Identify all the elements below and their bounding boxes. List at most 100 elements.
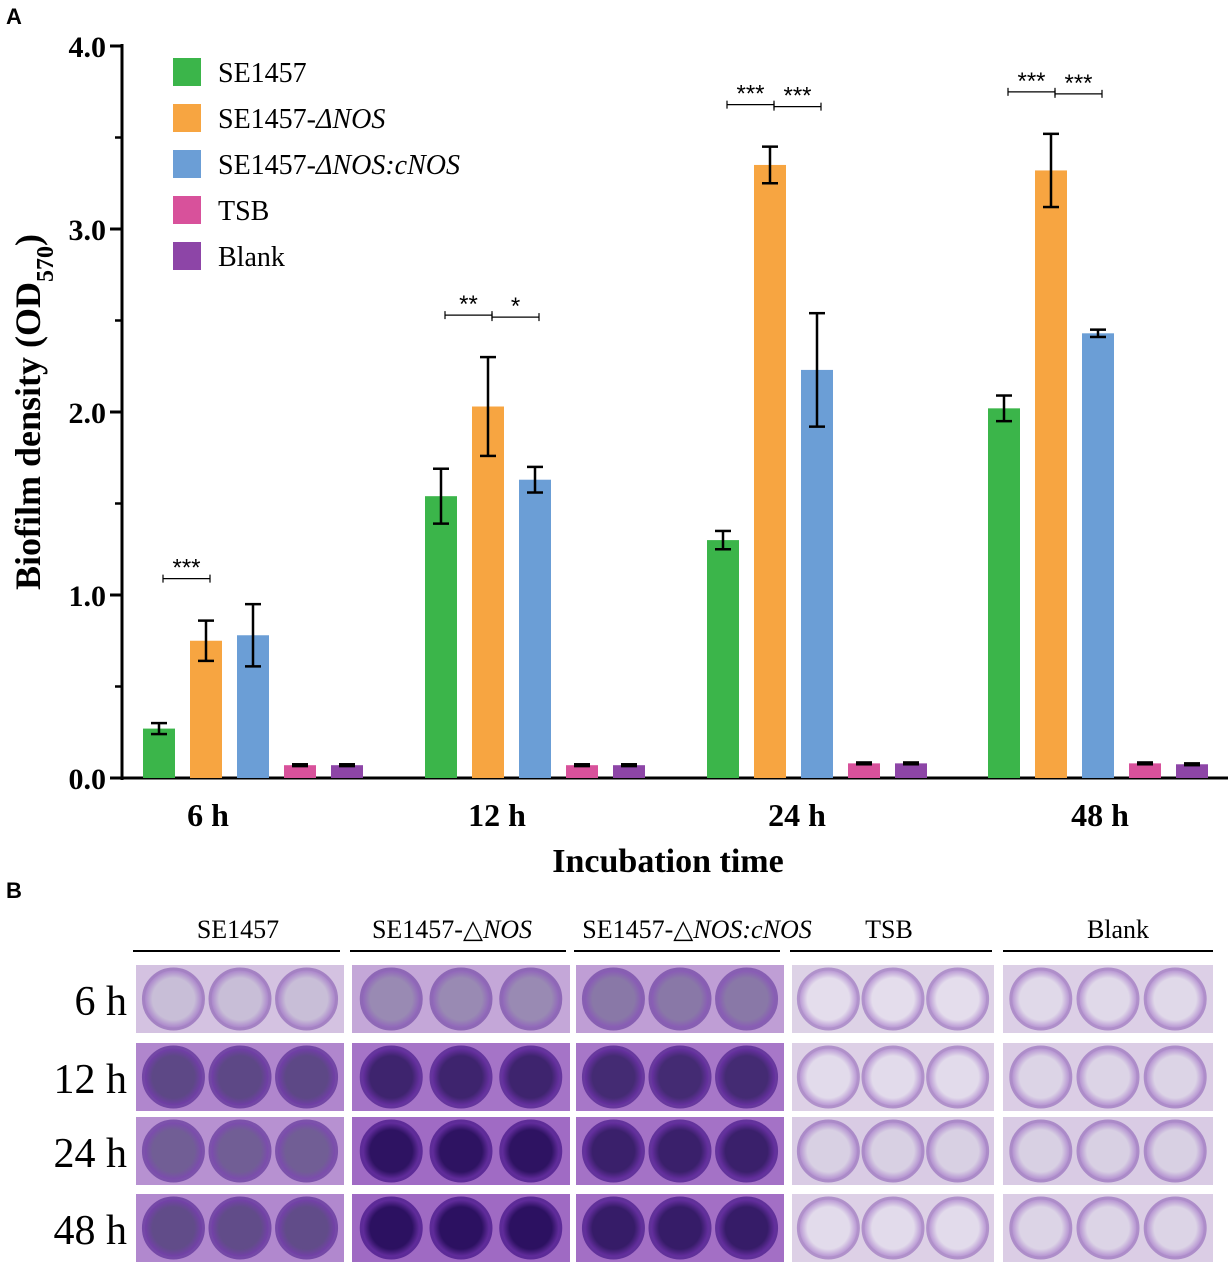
legend-label-plain: SE1457: [218, 58, 307, 89]
plate-well: [359, 967, 423, 1031]
plate-well: [141, 1119, 205, 1183]
plate-well: [648, 1045, 712, 1109]
plate-well: [359, 1196, 423, 1260]
sig-label: ***: [1064, 70, 1092, 97]
x-tick-label: 24 h: [768, 797, 826, 833]
x-tick-label: 48 h: [1071, 797, 1129, 833]
x-tick-label: 12 h: [468, 797, 526, 833]
plate-well: [715, 967, 779, 1031]
y-tick-label: 2.0: [69, 397, 107, 430]
plate-well: [208, 1196, 272, 1260]
plate-well: [926, 1045, 990, 1109]
plate-well: [926, 1119, 990, 1183]
plate-well: [1143, 1196, 1207, 1260]
bar-blank-24h: [895, 763, 927, 778]
plate-column-label-plain: TSB: [865, 915, 913, 944]
legend-label-italic: ΔNOS: [315, 104, 385, 135]
plate-well: [1009, 1119, 1073, 1183]
plate-well: [275, 1196, 339, 1260]
bar-se1457-6h: [143, 728, 175, 778]
bar-blank-12h: [613, 765, 645, 778]
plate-well: [208, 1045, 272, 1109]
bar-se1457--12h: [472, 406, 504, 778]
bar-chart: 0.01.02.03.04.0 ***** **** ****** *** SE145…: [8, 31, 1228, 880]
plate-column-label: TSB: [865, 915, 913, 944]
plate-well: [275, 967, 339, 1031]
sig-label: ***: [783, 83, 811, 110]
plate-column-label-plain: Blank: [1087, 915, 1149, 944]
plate-column-label: Blank: [1087, 915, 1149, 944]
plate-well: [715, 1196, 779, 1260]
bar-se1457--48h: [1082, 333, 1114, 778]
sig-label: **: [459, 291, 478, 318]
plate-well: [1143, 1119, 1207, 1183]
bars: [143, 164, 1208, 778]
significance-marks: ***** **** ****** ***: [162, 68, 1103, 583]
plate-row-label: 48 h: [54, 1208, 128, 1254]
legend-label: SE1457-ΔNOS:cNOS: [218, 150, 460, 181]
plate-well: [499, 967, 563, 1031]
plate-well: [861, 1196, 925, 1260]
plate-well: [275, 1119, 339, 1183]
y-axis-label: Biofilm density (OD570): [8, 234, 59, 590]
sig-label: ***: [172, 555, 200, 582]
y-tick-label: 0.0: [69, 763, 107, 796]
plate-well: [499, 1196, 563, 1260]
plate-well: [648, 1119, 712, 1183]
plate-well: [1009, 1045, 1073, 1109]
legend-label-italic: ΔNOS:cNOS: [315, 150, 460, 181]
bar-se1457-48h: [988, 408, 1020, 778]
bar-tsb-48h: [1129, 763, 1161, 778]
plate-column-label-plain: SE1457-△: [582, 915, 693, 944]
plate-well: [141, 967, 205, 1031]
plate-well: [1076, 1045, 1140, 1109]
bar-se1457--48h: [1035, 170, 1067, 778]
bar-tsb-12h: [566, 765, 598, 778]
plate-well: [141, 1196, 205, 1260]
plate-well: [141, 1045, 205, 1109]
plate-well: [1076, 1196, 1140, 1260]
plate-row-label: 12 h: [54, 1057, 128, 1103]
plate-column-label: SE1457-△NOS:cNOS: [582, 915, 811, 944]
bar-se1457--24h: [754, 164, 786, 778]
sig-label: *: [511, 293, 520, 320]
legend-label: SE1457-ΔNOS: [218, 104, 385, 135]
plate-column-label: SE1457-△NOS: [372, 915, 532, 944]
sig-label: ***: [736, 81, 764, 108]
bar-se1457--6h: [190, 640, 222, 778]
legend: SE1457SE1457-ΔNOSSE1457-ΔNOS:cNOSTSBBlan…: [173, 58, 460, 273]
panel-label-a: A: [6, 4, 22, 29]
plate-well: [648, 1196, 712, 1260]
plate-well: [429, 967, 493, 1031]
bar-se1457--12h: [519, 479, 551, 778]
plate-well: [1009, 967, 1073, 1031]
plate-well: [581, 1045, 645, 1109]
legend-label-plain: SE1457-: [218, 104, 316, 135]
y-tick-label: 4.0: [69, 31, 107, 64]
plate-column-label-italic: NOS:cNOS: [692, 915, 811, 944]
plate-well: [715, 1045, 779, 1109]
plate-well: [861, 1045, 925, 1109]
plate-well: [1143, 967, 1207, 1031]
plate-well: [581, 1196, 645, 1260]
plate-column-label-plain: SE1457-△: [372, 915, 483, 944]
legend-swatch: [173, 196, 201, 224]
plate-well: [499, 1045, 563, 1109]
plate-well: [429, 1045, 493, 1109]
bar-tsb-24h: [848, 763, 880, 778]
plate-well: [359, 1045, 423, 1109]
plate-well: [926, 1196, 990, 1260]
plate-well: [926, 967, 990, 1031]
plate-well: [796, 1119, 860, 1183]
plate-photo-panel: SE1457 SE1457-△NOS SE1457-△NOS:cNOS TSB Blan…: [54, 915, 1213, 1262]
plate-column-label-plain: SE1457: [197, 915, 279, 944]
panel-label-b: B: [6, 878, 22, 903]
plate-well: [1009, 1196, 1073, 1260]
bar-se1457-12h: [425, 496, 457, 778]
x-tick-labels: 6 h 12 h 24 h 48 h: [187, 797, 1129, 833]
plate-row-label: 6 h: [75, 979, 128, 1025]
legend-label-plain: Blank: [218, 242, 285, 273]
plate-well: [581, 1119, 645, 1183]
legend-swatch: [173, 150, 201, 178]
